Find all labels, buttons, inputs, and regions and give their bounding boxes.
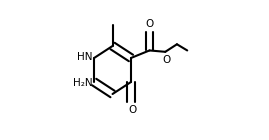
Text: HN: HN: [77, 52, 93, 62]
Text: O: O: [145, 19, 154, 29]
Text: H₂N: H₂N: [73, 78, 93, 88]
Text: O: O: [162, 55, 171, 65]
Text: O: O: [129, 105, 137, 115]
